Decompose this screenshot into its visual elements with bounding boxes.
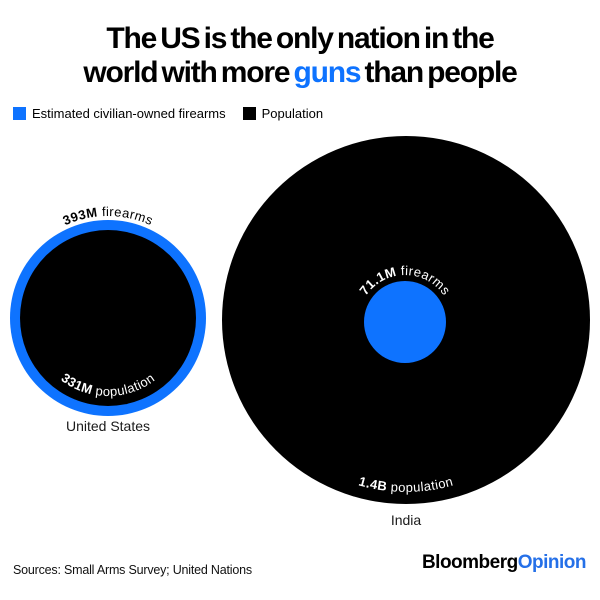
brand-bloomberg: Bloomberg <box>421 552 518 573</box>
legend-item-population: Population <box>242 106 324 121</box>
population-swatch-icon <box>242 107 256 120</box>
title-line-2-pre: world with more <box>83 56 290 89</box>
legend-item-firearms: Estimated civilian-owned firearms <box>13 106 226 121</box>
title-line-2-post: than people <box>364 56 518 89</box>
sources-note: Sources: Small Arms Survey; United Natio… <box>13 563 252 577</box>
title-line-1: The US is the only nation in the <box>106 22 494 55</box>
proportional-circles-chart: 393M firearms 331Mpopulation United State… <box>10 136 590 528</box>
firearms-swatch-icon <box>13 107 26 120</box>
india-country-label: India <box>391 512 422 528</box>
chart-title: The US is the only nation in the world wi… <box>0 0 600 90</box>
brand-opinion: Opinion <box>517 552 587 573</box>
bloomberg-opinion-logo: BloombergOpinion <box>421 552 587 574</box>
us-chart-group: 393M firearms 331Mpopulation United State… <box>10 204 206 434</box>
legend-label-firearms: Estimated civilian-owned firearms <box>32 106 226 121</box>
india-firearms-circle <box>364 281 446 363</box>
india-chart-group: 71.1M firearms 1.4B population India <box>222 136 590 528</box>
us-population-circle <box>20 230 196 406</box>
india-population-label: 1.4B population <box>357 474 454 495</box>
title-highlight-guns: guns <box>293 56 362 89</box>
legend: Estimated civilian-owned firearms Popula… <box>13 106 323 121</box>
us-country-label: United States <box>66 418 150 434</box>
legend-label-population: Population <box>261 106 324 121</box>
